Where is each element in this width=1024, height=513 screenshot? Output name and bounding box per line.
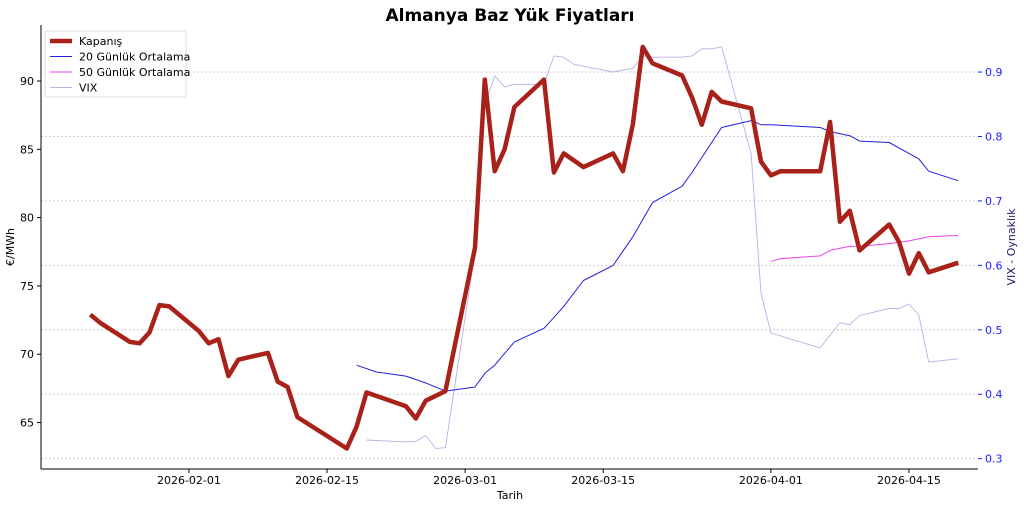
y-tick-label: 85	[20, 143, 34, 156]
legend-label: Kapanış	[79, 35, 123, 48]
y2-tick-label: 0.9	[985, 66, 1003, 79]
y2-tick-label: 0.8	[985, 130, 1003, 143]
ma20-line	[356, 120, 959, 392]
y2-tick-label: 0.5	[985, 324, 1003, 337]
chart-title: Almanya Baz Yük Fiyatları	[385, 6, 634, 26]
y2-axis-label: VIX - Oynaklık	[1005, 208, 1018, 286]
y2-tick-label: 0.3	[985, 453, 1003, 466]
legend-label: VIX	[79, 82, 98, 95]
y2-tick-label: 0.4	[985, 388, 1003, 401]
series-lines	[88, 44, 959, 451]
y2-tick-label: 0.7	[985, 195, 1003, 208]
y-tick-label: 65	[20, 417, 34, 430]
y-tick-label: 75	[20, 280, 34, 293]
x-tick-label: 2026-04-01	[739, 474, 803, 487]
y2-tick-label: 0.6	[985, 259, 1003, 272]
x-tick-label: 2026-02-15	[295, 474, 359, 487]
close-line	[88, 44, 959, 451]
x-axis-label: Tarih	[496, 489, 523, 502]
legend-label: 20 Günlük Ortalama	[79, 51, 190, 64]
axes: 0.3 0.4 0.5 0.6 0.7 0.8 0.9 65 70 75 80 85 90 2026-02…	[20, 25, 1003, 487]
x-tick-label: 2026-03-15	[571, 474, 635, 487]
x-tick-label: 2026-04-15	[877, 474, 941, 487]
y-axis-label: €/MWh	[4, 228, 17, 266]
y-tick-label: 80	[20, 212, 34, 225]
ma50-line	[770, 234, 959, 262]
legend-label: 50 Günlük Ortalama	[79, 66, 190, 79]
x-tick-label: 2026-03-01	[433, 474, 497, 487]
vix-line	[366, 46, 959, 449]
y-tick-label: 70	[20, 348, 34, 361]
legend-box	[44, 30, 187, 98]
x-tick-label: 2026-02-01	[157, 474, 221, 487]
legend: Kapanış 20 Günlük Ortalama 50 Günlük Ortal…	[44, 30, 190, 98]
y-tick-label: 90	[20, 75, 34, 88]
